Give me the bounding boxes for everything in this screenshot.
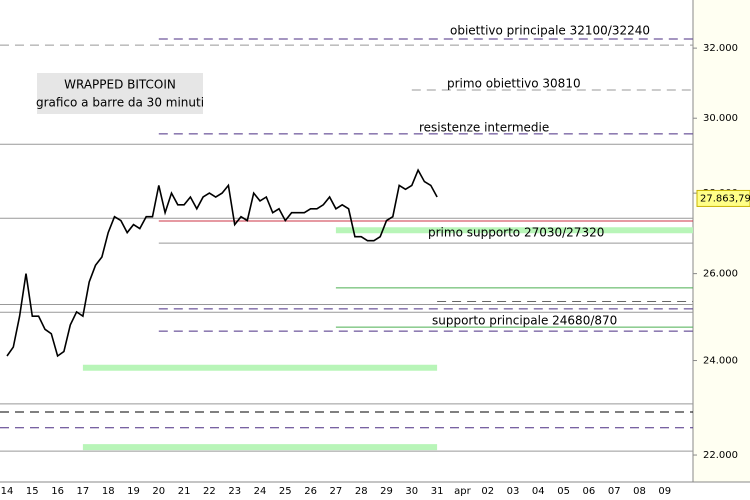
x-tick-label: 09 (658, 486, 671, 497)
x-tick-label: 03 (507, 486, 520, 497)
annotation: primo supporto 27030/27320 (428, 226, 604, 240)
annotation: primo obiettivo 30810 (447, 77, 581, 91)
x-tick-label: 05 (557, 486, 570, 497)
title-box (37, 73, 203, 114)
x-tick-label: 20 (152, 486, 165, 497)
chart-subtitle: grafico a barre da 30 minuti (36, 96, 204, 110)
x-tick-label: 07 (608, 486, 621, 497)
axis: 22.00024.00026.00028.00030.00032.0001415… (1, 43, 750, 497)
x-tick-label: 24 (254, 486, 267, 497)
levels (0, 38, 693, 452)
y-tick-label: 30.000 (703, 113, 738, 124)
x-tick-label: 21 (178, 486, 191, 497)
annotation: obiettivo principale 32100/32240 (450, 24, 650, 38)
x-tick-label: apr (454, 486, 471, 497)
last-price-label: 27.863,79 (700, 193, 750, 204)
x-tick-label: 30 (405, 486, 418, 497)
annotation: supporto principale 24680/870 (432, 314, 617, 328)
x-tick-label: 16 (51, 486, 64, 497)
last-price-box (696, 189, 750, 207)
x-tick-label: 06 (583, 486, 596, 497)
x-tick-label: 15 (26, 486, 39, 497)
x-tick-label: 28 (355, 486, 368, 497)
x-tick-label: 14 (1, 486, 14, 497)
price-line (6, 168, 438, 358)
x-tick-label: 18 (102, 486, 115, 497)
x-tick-label: 08 (633, 486, 646, 497)
y-tick-label: 22.000 (703, 450, 738, 461)
x-tick-label: 31 (431, 486, 444, 497)
y-tick-label: 26.000 (703, 269, 738, 280)
x-tick-label: 02 (481, 486, 494, 497)
x-tick-label: 04 (532, 486, 545, 497)
x-tick-label: 26 (304, 486, 317, 497)
chart-title: WRAPPED BITCOIN (64, 78, 176, 92)
price-axis-pane (693, 0, 750, 482)
plot (6, 168, 438, 358)
x-tick-label: 19 (127, 486, 140, 497)
x-tick-label: 25 (279, 486, 292, 497)
y-tick-label: 24.000 (703, 356, 738, 367)
y-tick-label: 32.000 (703, 43, 738, 54)
x-tick-label: 29 (380, 486, 393, 497)
x-tick-label: 27 (330, 486, 343, 497)
annotation: resistenze intermedie (419, 121, 549, 135)
x-tick-label: 17 (77, 486, 90, 497)
x-tick-label: 23 (228, 486, 241, 497)
x-tick-label: 22 (203, 486, 216, 497)
